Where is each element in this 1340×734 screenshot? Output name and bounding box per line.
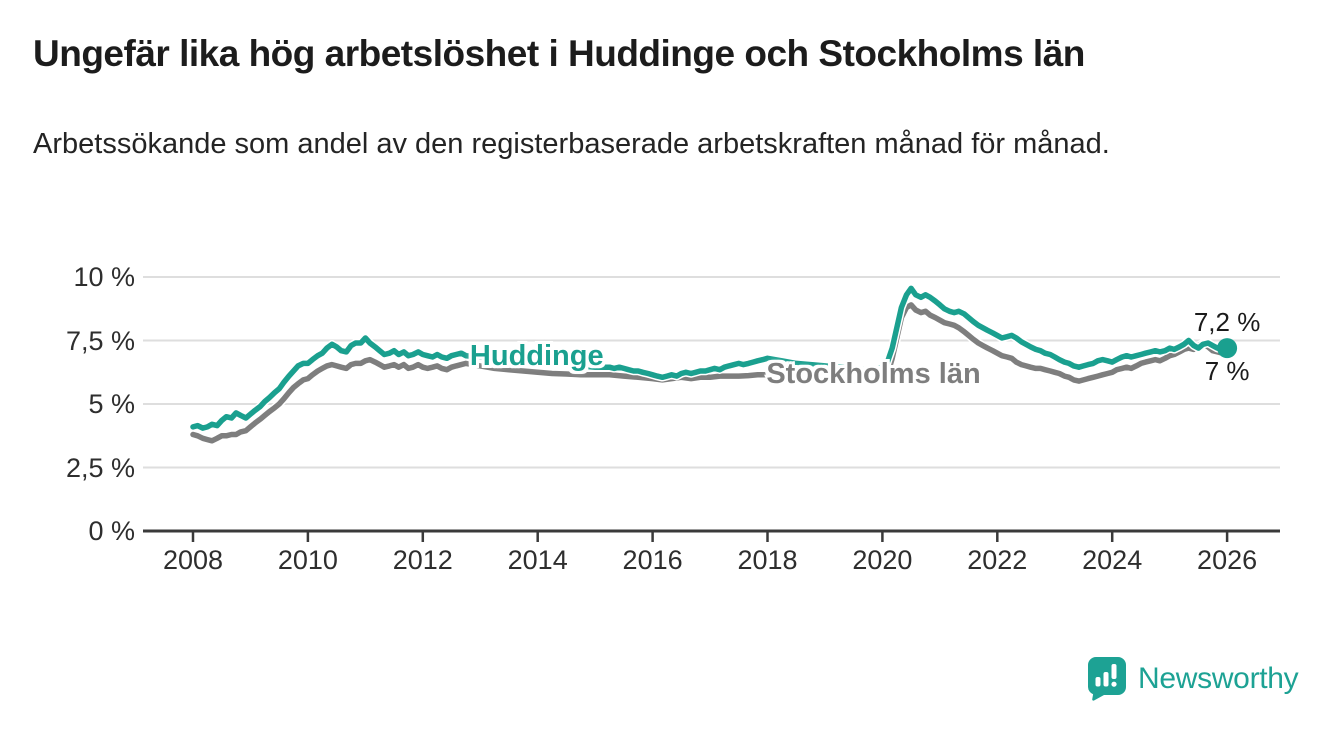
x-tick-label: 2020	[852, 545, 913, 575]
x-tick-label: 2008	[162, 545, 224, 575]
x-tick-label: 2014	[507, 545, 568, 575]
y-tick-label: 5 %	[88, 389, 135, 419]
x-tick-label: 2026	[1197, 545, 1258, 575]
bar-chart-speech-bubble-icon	[1088, 657, 1126, 701]
series-label-stockholms-lan: Stockholms län	[766, 357, 981, 390]
y-tick-label: 7,5 %	[65, 325, 135, 356]
y-tick-label: 2,5 %	[65, 452, 135, 483]
end-value-label-stockholms-lan: 7 %	[1204, 356, 1250, 387]
end-value-label-huddinge: 7,2 %	[1193, 307, 1261, 338]
x-tick-label: 2010	[277, 545, 338, 575]
newsworthy-logo: Newsworthy	[1086, 656, 1299, 701]
chart-title: Ungefär lika hög arbetslöshet i Huddinge…	[33, 33, 1085, 74]
x-tick-label: 2012	[392, 545, 453, 575]
series-line-stockholms-lan	[190, 302, 1230, 444]
series-line-huddinge	[190, 285, 1230, 431]
x-tick-label: 2022	[967, 545, 1028, 575]
series-line-casing	[188, 284, 1232, 433]
end-dot	[1217, 338, 1238, 359]
y-tick-label: 10 %	[73, 262, 135, 292]
x-tick-label: 2016	[622, 545, 683, 575]
chart-subtitle: Arbetssökande som andel av den registerb…	[33, 128, 1110, 160]
newsworthy-wordmark: Newsworthy	[1138, 661, 1299, 695]
y-tick-label: 0 %	[88, 516, 135, 546]
series-label-huddinge: Huddinge	[469, 340, 604, 373]
x-tick-label: 2024	[1082, 545, 1143, 575]
x-tick-label: 2018	[737, 545, 798, 575]
